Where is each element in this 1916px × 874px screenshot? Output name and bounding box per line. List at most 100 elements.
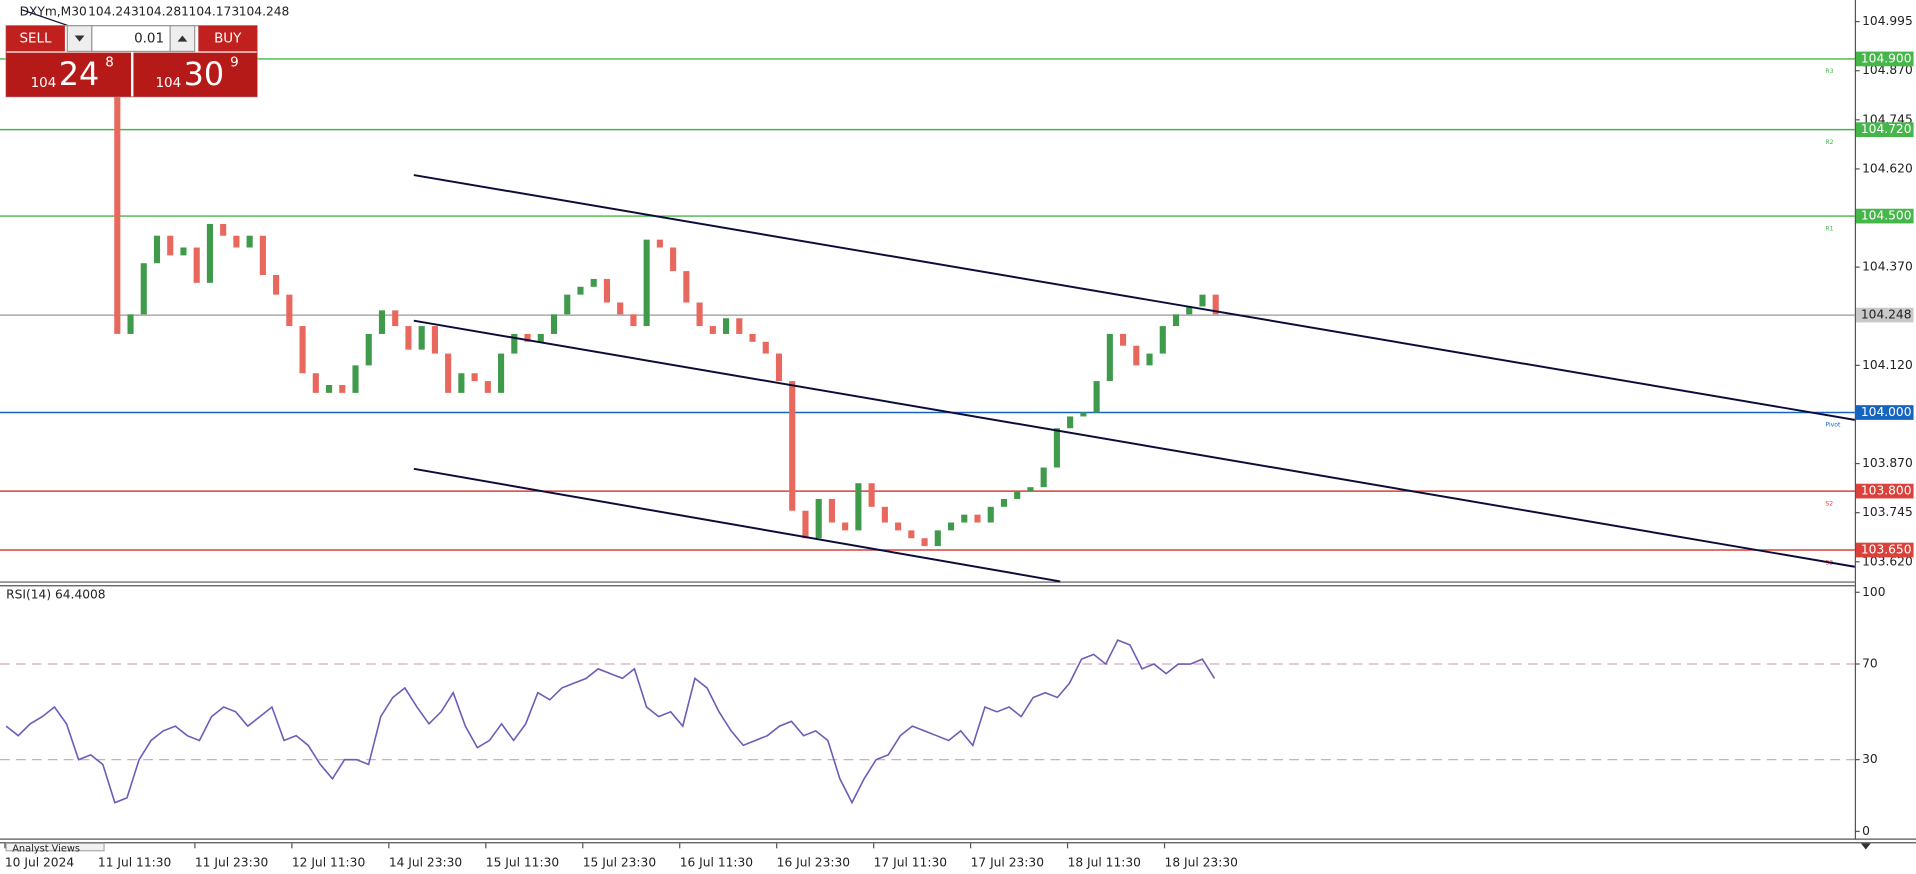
ohlc-open: 104.243 [88,5,139,19]
arrow-up [177,35,188,42]
candle [365,333,372,366]
x-tick-label: 17 Jul 23:30 [971,855,1044,869]
x-tick-label: 10 Jul 2024 [5,855,74,869]
bid-big-figure: 104 [31,76,57,91]
candle [1199,294,1206,307]
candle [802,510,809,539]
bid-fraction: 8 [105,55,114,70]
level-tag-label: 104.500 [1861,209,1912,223]
level-tag-label: 104.000 [1861,405,1912,419]
analyst-tab[interactable] [5,842,105,852]
candle [180,247,187,256]
candle [590,278,597,287]
buy-label: BUY [214,32,242,47]
candle [524,333,531,342]
candle [339,385,346,393]
candle [484,381,491,393]
y-tick-label: 104.120 [1862,358,1913,372]
candle [881,506,888,523]
candle [722,318,730,334]
scroll-arrow[interactable] [1860,843,1871,850]
level-tag [1856,122,1914,137]
y-tick-label: 0 [1862,824,1870,838]
x-tick-label: 11 Jul 11:30 [98,855,171,869]
candle [921,538,928,547]
ohlc-low: 104.173 [189,5,240,19]
ohlc-high: 104.281 [138,5,189,19]
level-tag-label: 104.720 [1861,122,1912,136]
candle [947,522,955,531]
bid-pips: 24 [59,55,99,93]
candle [564,294,571,315]
candle [908,530,915,539]
indicator-title: RSI(14) 64.4008 [6,587,105,601]
candle [246,235,253,248]
current-price-tag [1856,307,1914,323]
channel-middle [413,319,1855,568]
candle [352,365,359,393]
buy-button[interactable] [198,25,258,52]
ask-fraction: 9 [230,55,239,70]
candle [1159,326,1166,354]
candle [868,483,875,507]
candle [1120,333,1127,346]
y-tick-label: 104.995 [1862,14,1913,28]
one-click-trading: SELL 0.01 BUY 104 24 8 104 30 9 [5,25,258,98]
x-tick-label: 17 Jul 11:30 [874,855,947,869]
current-price-label: 104.248 [1861,308,1912,322]
candle [418,326,425,350]
y-tick-label: 30 [1862,752,1878,766]
candle [273,275,280,295]
layers: 104.995104.870104.745104.620104.370104.1… [0,14,1914,869]
candle [1106,333,1113,382]
candle [445,353,452,393]
candle [471,373,478,382]
candle [1186,306,1193,315]
candle [670,247,677,272]
level-tag [1856,405,1914,420]
candle [220,223,227,236]
y-tick-label: 104.620 [1862,161,1913,175]
candle [458,373,465,393]
candle [1146,353,1153,366]
candle [431,326,438,354]
channel-upper [413,174,1855,421]
analyst-tab-label: Analyst Views [12,843,80,854]
level-name: R1 [1825,225,1833,232]
sell-button[interactable] [6,25,65,52]
candle [855,483,862,531]
candle [643,239,650,327]
candle [153,235,161,264]
candle [392,310,399,327]
candle [286,294,293,327]
volume-value: 0.01 [134,32,164,47]
candle [1000,498,1008,507]
y-tick-label: 104.370 [1862,260,1913,274]
ask-box[interactable] [133,52,258,97]
candle [762,341,769,354]
y-tick-label: 100 [1862,585,1885,599]
x-tick-label: 18 Jul 11:30 [1068,855,1141,869]
sell-label: SELL [19,32,52,47]
x-tick-label: 15 Jul 11:30 [486,855,559,869]
candle [1172,314,1180,327]
y-tick-label: 103.870 [1862,456,1913,470]
candle [974,514,981,523]
candle [299,326,306,374]
candle [709,326,716,334]
candle [537,333,544,342]
candle [511,333,518,354]
candle [961,514,968,523]
candle [789,381,796,511]
candle [312,373,319,393]
level-tag [1856,51,1914,67]
candle [987,506,994,523]
candle [749,333,756,342]
level-tag-label: 103.650 [1861,543,1912,557]
bid-box[interactable] [6,52,131,97]
symbol: DXYm,M30 [20,5,87,19]
candle [1014,491,1021,499]
candle [193,247,200,283]
candle [259,235,266,276]
